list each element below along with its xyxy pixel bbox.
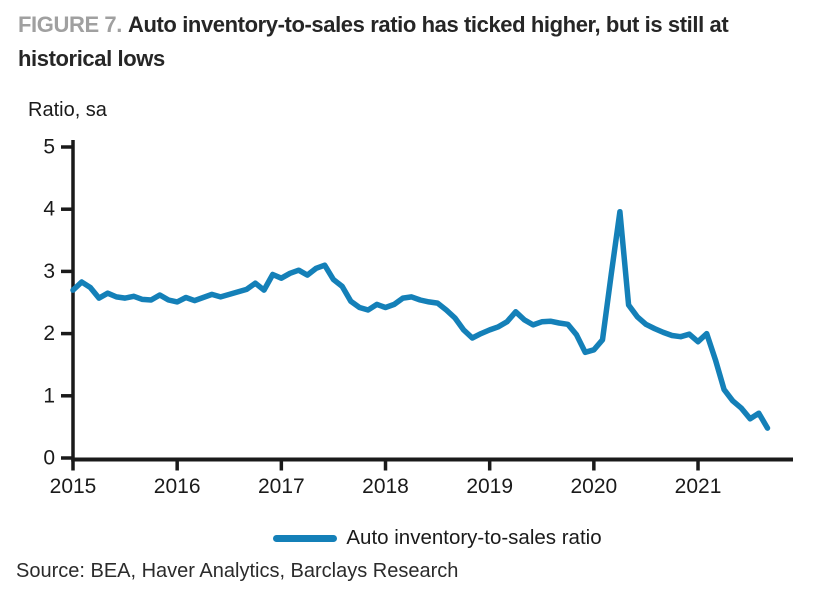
y-tick-label: 1	[43, 384, 55, 407]
y-tick-label: 3	[43, 260, 55, 283]
x-tick-label: 2021	[675, 475, 722, 498]
y-tick-label: 2	[43, 322, 55, 345]
x-tick-label: 2017	[258, 475, 305, 498]
chart-legend: Auto inventory-to-sales ratio	[36, 526, 839, 550]
y-tick-label: 0	[43, 447, 55, 470]
data-line	[70, 208, 771, 431]
y-axis-unit-label: Ratio, sa	[28, 99, 107, 121]
x-tick-label: 2018	[362, 475, 409, 498]
x-tick-label: 2016	[154, 475, 201, 498]
legend-label: Auto inventory-to-sales ratio	[346, 526, 602, 549]
source-attribution: Source: BEA, Haver Analytics, Barclays R…	[16, 560, 459, 582]
x-tick-label: 2019	[466, 475, 513, 498]
figure-title: FIGURE 7. Auto inventory-to-sales ratio h…	[18, 8, 826, 76]
x-tick-label: 2015	[50, 475, 97, 498]
y-tick-label: 5	[43, 136, 55, 159]
x-tick-label: 2020	[570, 475, 617, 498]
figure-title-text: Auto inventory-to-sales ratio has ticked…	[18, 12, 729, 71]
legend-line-swatch	[273, 534, 338, 542]
figure-number-label: FIGURE 7.	[18, 12, 122, 37]
y-tick-label: 4	[43, 198, 55, 221]
